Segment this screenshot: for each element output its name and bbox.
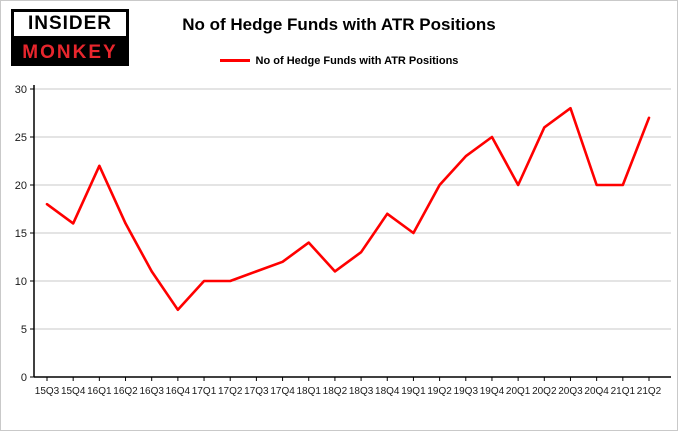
x-tick-label: 17Q1	[192, 386, 217, 397]
x-tick-label: 20Q2	[532, 386, 557, 397]
x-tick-label: 19Q4	[480, 386, 505, 397]
y-tick-label: 25	[15, 132, 27, 144]
x-tick-label: 17Q2	[218, 386, 243, 397]
x-tick-label: 17Q4	[270, 386, 295, 397]
x-tick-label: 19Q3	[454, 386, 479, 397]
x-tick-label: 21Q1	[611, 386, 636, 397]
x-tick-label: 18Q1	[297, 386, 322, 397]
x-tick-label: 20Q4	[584, 386, 609, 397]
legend-line-marker	[219, 59, 250, 62]
x-tick-label: 19Q1	[401, 386, 426, 397]
x-tick-label: 18Q2	[323, 386, 348, 397]
insider-monkey-logo: INSIDER MONKEY	[11, 9, 129, 66]
legend-label: No of Hedge Funds with ATR Positions	[255, 54, 459, 67]
x-tick-label: 16Q3	[139, 386, 164, 397]
x-tick-label: 18Q3	[349, 386, 374, 397]
x-tick-label: 20Q1	[506, 386, 531, 397]
x-tick-label: 15Q3	[35, 386, 60, 397]
x-tick-label: 21Q2	[637, 386, 662, 397]
x-tick-label: 16Q4	[166, 386, 191, 397]
x-tick-label: 17Q3	[244, 386, 269, 397]
x-tick-label: 16Q1	[87, 386, 112, 397]
x-tick-label: 20Q3	[558, 386, 583, 397]
legend: No of Hedge Funds with ATR Positions	[219, 54, 459, 67]
y-tick-label: 10	[15, 276, 27, 288]
x-tick-label: 16Q2	[113, 386, 138, 397]
series-line	[45, 106, 651, 312]
x-tick-label: 19Q2	[427, 386, 452, 397]
y-tick-label: 30	[15, 84, 27, 96]
y-tick-label: 5	[21, 324, 27, 336]
logo-insider-text: INSIDER	[11, 9, 129, 39]
line-chart-canvas: 0 5 10 15 20 25 30 15Q3 15Q4 16Q1 16Q2 16Q3 16Q4 17Q1…	[15, 84, 671, 397]
x-tick-label: 18Q4	[375, 386, 400, 397]
logo-monkey-text: MONKEY	[11, 39, 129, 66]
chart-header: INSIDER MONKEY No of Hedge Funds with AT…	[1, 1, 677, 73]
y-tick-label: 20	[15, 180, 27, 192]
y-tick-label: 15	[15, 228, 27, 240]
x-tick-label: 15Q4	[61, 386, 86, 397]
y-tick-label: 0	[21, 372, 27, 384]
